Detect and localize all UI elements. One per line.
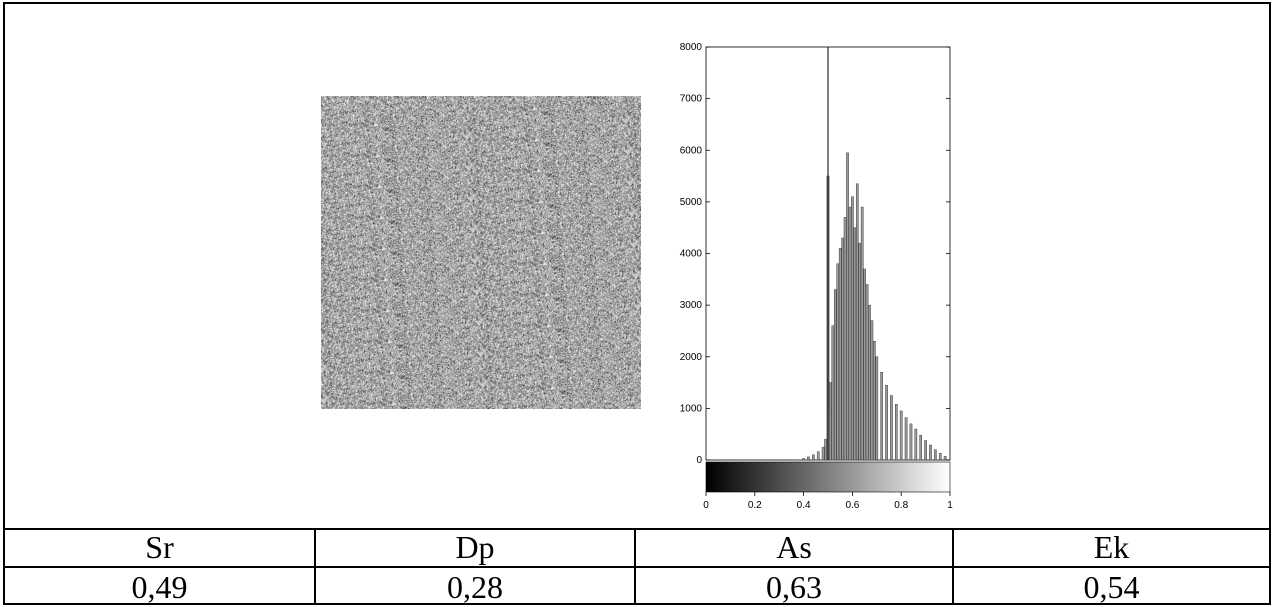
x-tick-label: 0.6	[845, 500, 859, 511]
stat-header-ek: Ek	[1093, 529, 1130, 565]
histogram-bar	[873, 341, 876, 461]
y-tick-label: 3000	[680, 300, 703, 311]
stat-value-ek: 0,54	[1083, 568, 1140, 605]
histogram-bar	[870, 320, 874, 461]
histogram-bar	[860, 206, 864, 461]
histogram-bar	[880, 372, 883, 461]
stats-values-row: 0,49 0,28 0,63 0,54	[5, 568, 1269, 605]
histogram-bar	[829, 382, 832, 461]
histogram-bar	[855, 183, 859, 461]
stat-value-as: 0,63	[636, 568, 954, 605]
figure-cell: 0 1000 2000 3000 4000 5000 6000 7000 8000 0 0.2 0.4…	[5, 4, 1269, 530]
figure-table: 0 1000 2000 3000 4000 5000 6000 7000 8000 0 0.2 0.4…	[3, 2, 1271, 605]
y-tick-label: 1000	[680, 403, 703, 414]
histogram-bar	[875, 356, 879, 461]
histogram-chart: 0 1000 2000 3000 4000 5000 6000 7000 8000 0 0.2 0.4…	[680, 42, 953, 511]
histogram-bar	[838, 248, 842, 461]
x-tick-label: 1	[947, 500, 953, 511]
histogram-bar	[924, 440, 927, 461]
histogram-bar	[843, 217, 847, 461]
histogram-bar	[824, 439, 827, 461]
stat-header-as: As	[636, 528, 954, 566]
histogram-bar	[899, 410, 903, 461]
histogram-bar	[943, 456, 947, 461]
histogram-bar	[807, 456, 810, 461]
stat-value-sr: 0,49	[5, 568, 316, 605]
histogram-bar	[895, 404, 898, 461]
histogram-bar	[868, 304, 871, 461]
histogram-bar	[841, 237, 844, 461]
histogram-bar	[909, 423, 913, 461]
histogram-bar	[865, 284, 869, 461]
histogram-bar	[914, 428, 918, 461]
histogram-bar	[863, 268, 866, 461]
histogram-bar	[821, 446, 825, 461]
histogram-bar	[904, 417, 908, 461]
stat-header-sr: Sr	[5, 528, 316, 566]
histogram-bar	[919, 435, 923, 461]
histogram-bar	[934, 449, 937, 461]
histogram-bar	[851, 196, 854, 461]
texture-image	[321, 96, 641, 409]
y-tick-label: 4000	[680, 249, 703, 260]
histogram-bar	[802, 458, 805, 461]
y-tick-label: 6000	[680, 145, 703, 156]
y-tick-label: 0	[696, 455, 702, 466]
histogram-bar	[929, 444, 932, 461]
histogram-bar	[834, 289, 837, 461]
histogram-bar	[858, 242, 862, 461]
histogram-bar	[812, 454, 815, 461]
x-tick-label: 0.2	[748, 500, 762, 511]
y-tick-label: 5000	[680, 197, 703, 208]
histogram-bar	[836, 263, 840, 461]
stat-value-dp: 0,28	[316, 568, 636, 605]
y-tick-label: 2000	[680, 352, 703, 363]
histogram-bar	[846, 152, 849, 461]
histogram-bar	[938, 453, 942, 461]
y-tick-label: 7000	[680, 94, 703, 105]
histogram-bar	[853, 227, 857, 461]
histogram-bar	[885, 384, 888, 461]
stat-header-dp: Dp	[316, 528, 636, 566]
x-tick-label: 0.8	[894, 500, 908, 511]
x-tick-label: 0.4	[797, 500, 811, 511]
histogram-bar	[890, 395, 893, 461]
stats-header-row: Sr Dp As Ek	[5, 528, 1269, 568]
histogram-bar	[848, 206, 852, 461]
y-tick-label: 8000	[680, 42, 703, 53]
histogram-bar	[816, 451, 820, 461]
colorbar	[705, 461, 951, 493]
histogram-bar	[831, 325, 835, 461]
x-tick-label: 0	[703, 500, 709, 511]
